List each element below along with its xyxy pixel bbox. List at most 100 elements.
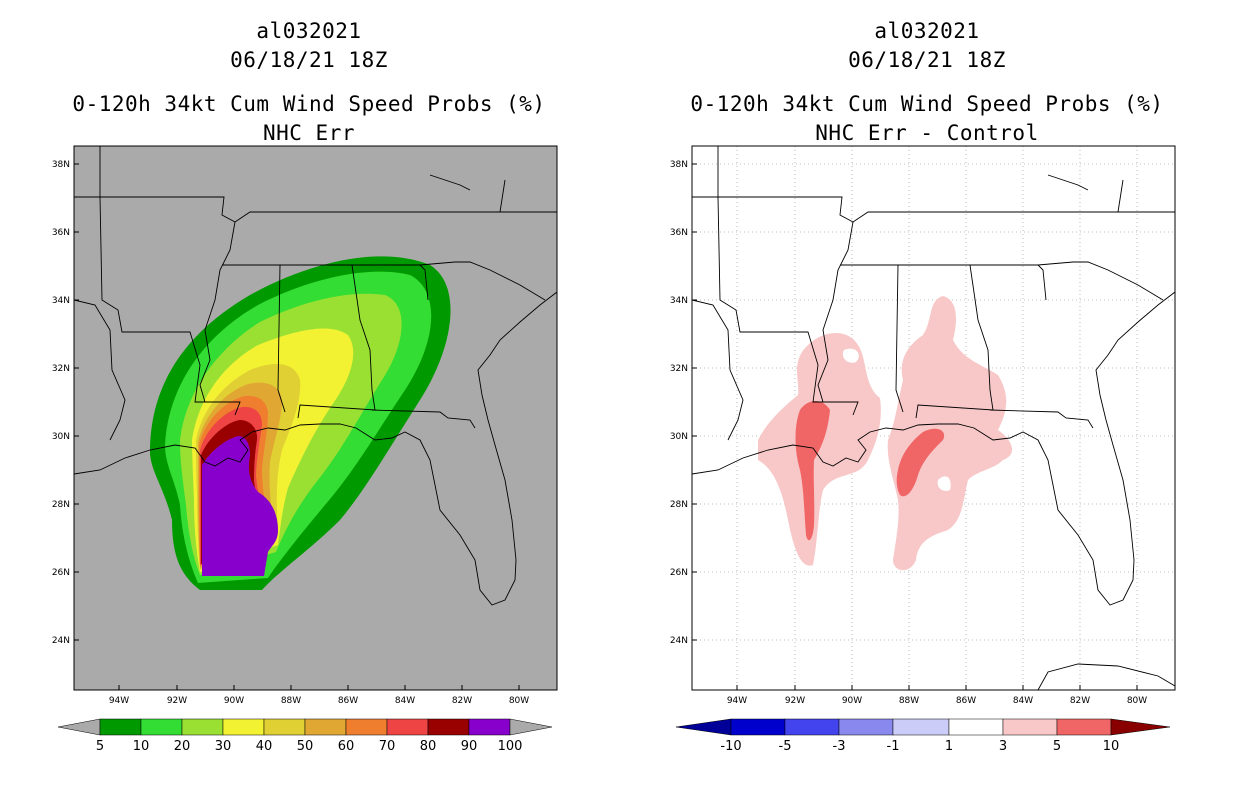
- state-border: [371, 409, 476, 429]
- state-border: [989, 409, 1094, 429]
- lat-label: 28N: [52, 500, 70, 510]
- storm-id: al032021: [256, 19, 362, 43]
- state-border: [1047, 174, 1124, 213]
- lat-label: 34N: [670, 296, 688, 306]
- colorbar-swatch: [468, 718, 511, 736]
- colorbar-label: 10: [133, 739, 150, 754]
- lon-label: 82W: [1070, 696, 1090, 706]
- colorbar-label: 3: [999, 739, 1007, 754]
- contour-neg-1: [937, 476, 951, 491]
- colorbar-swatch: [181, 718, 224, 736]
- state-border: [74, 299, 126, 441]
- colorbar-label: 5: [96, 739, 104, 754]
- right-map: 38N 36N 34N 32N 30N 28N 26N 24N 94W 92W …: [670, 145, 1176, 754]
- lat-label: 32N: [670, 364, 688, 374]
- state-border: [717, 196, 859, 416]
- lat-label: 28N: [670, 500, 688, 510]
- datetime: 06/18/21 18Z: [848, 48, 1006, 72]
- panel-subtitle: NHC Err - Control: [815, 121, 1039, 145]
- colorbar-swatch: [222, 718, 265, 736]
- colorbar-label: 5: [1053, 739, 1061, 754]
- datetime: 06/18/21 18Z: [230, 48, 388, 72]
- axis-ticks: [74, 163, 520, 690]
- state-border: [895, 264, 904, 413]
- colorbar-swatch: [948, 718, 1004, 736]
- lon-label: 92W: [167, 696, 187, 706]
- state-border: [277, 264, 286, 413]
- colorbar-swatch: [386, 718, 429, 736]
- colorbar-swatch: [263, 718, 306, 736]
- state-border: [99, 196, 241, 416]
- state-border: [429, 174, 506, 213]
- lat-label: 24N: [670, 636, 688, 646]
- colorbar-end-low: [675, 718, 732, 736]
- contour-pos-3: [795, 401, 830, 541]
- gulf-coastline: [692, 291, 1175, 606]
- lon-label: 88W: [899, 696, 919, 706]
- colorbar-swatch: [99, 718, 142, 736]
- state-border: [297, 264, 376, 419]
- lon-label: 90W: [224, 696, 244, 706]
- gulf-coastline: [74, 291, 557, 606]
- lon-label: 88W: [281, 696, 301, 706]
- lat-label: 36N: [670, 228, 688, 238]
- lat-label: 32N: [52, 364, 70, 374]
- lon-label: 80W: [1127, 696, 1147, 706]
- lat-label: 26N: [52, 568, 70, 578]
- lon-label: 80W: [509, 696, 529, 706]
- colorbar-swatch: [1002, 718, 1058, 736]
- colorbar-label: -1: [887, 739, 900, 754]
- lat-label: 36N: [52, 228, 70, 238]
- axis-ticks: [692, 163, 1138, 690]
- product-title: 0-120h 34kt Cum Wind Speed Probs (%): [72, 92, 546, 116]
- colorbar-end-low: [57, 718, 101, 736]
- lat-label: 38N: [670, 160, 688, 170]
- colorbar-label: -5: [779, 739, 792, 754]
- colorbar-label: -10: [720, 739, 741, 754]
- colorbar-end-high: [509, 718, 553, 736]
- colorbar-swatch: [304, 718, 347, 736]
- difference-shading: [758, 296, 1013, 571]
- colorbar-swatch: [892, 718, 950, 736]
- mississippi-river: [817, 221, 854, 403]
- lon-label: 84W: [395, 696, 415, 706]
- colorbar-label: 30: [215, 739, 232, 754]
- contour-pos-3: [896, 428, 945, 497]
- colorbar-end-high: [1110, 718, 1171, 736]
- state-border: [1037, 264, 1047, 301]
- colorbar-swatch: [427, 718, 470, 736]
- lat-label: 24N: [52, 636, 70, 646]
- mississippi-river: [199, 221, 236, 403]
- lon-label: 86W: [338, 696, 358, 706]
- colorbar-swatch: [838, 718, 894, 736]
- colorbar: -10 -5 -3 -1 1 3 5 10: [675, 718, 1171, 754]
- map-boundaries: [692, 146, 1175, 690]
- lat-label: 38N: [52, 160, 70, 170]
- probability-shading: [150, 256, 451, 590]
- lon-label: 92W: [785, 696, 805, 706]
- lon-label: 84W: [1013, 696, 1033, 706]
- right-panel: al032021 06/18/21 18Z 0-120h 34kt Cum Wi…: [618, 0, 1236, 800]
- colorbar-swatch: [1056, 718, 1112, 736]
- cuba-coast: [1037, 663, 1175, 690]
- lat-label: 34N: [52, 296, 70, 306]
- colorbar-label: -3: [833, 739, 846, 754]
- lat-label: 30N: [52, 432, 70, 442]
- lon-label: 94W: [727, 696, 747, 706]
- contour-100: [202, 436, 278, 576]
- lon-label: 86W: [956, 696, 976, 706]
- colorbar-swatch: [730, 718, 786, 736]
- colorbar: 5 10 20 30 40 50 60 70 80 90 100: [57, 718, 553, 754]
- lat-label: 30N: [670, 432, 688, 442]
- colorbar-swatch: [345, 718, 388, 736]
- colorbar-swatch: [140, 718, 183, 736]
- contour-pos-1: [887, 296, 1013, 571]
- product-title: 0-120h 34kt Cum Wind Speed Probs (%): [690, 92, 1164, 116]
- colorbar-label: 10: [1103, 739, 1120, 754]
- left-panel: al032021 06/18/21 18Z 0-120h 34kt Cum Wi…: [52, 19, 558, 754]
- lon-label: 90W: [842, 696, 862, 706]
- left-map: 38N 36N 34N 32N 30N 28N 26N 24N 94W 92W …: [52, 145, 558, 754]
- lat-label: 26N: [670, 568, 688, 578]
- map-boundaries: [74, 146, 557, 606]
- colorbar-label: 50: [297, 739, 314, 754]
